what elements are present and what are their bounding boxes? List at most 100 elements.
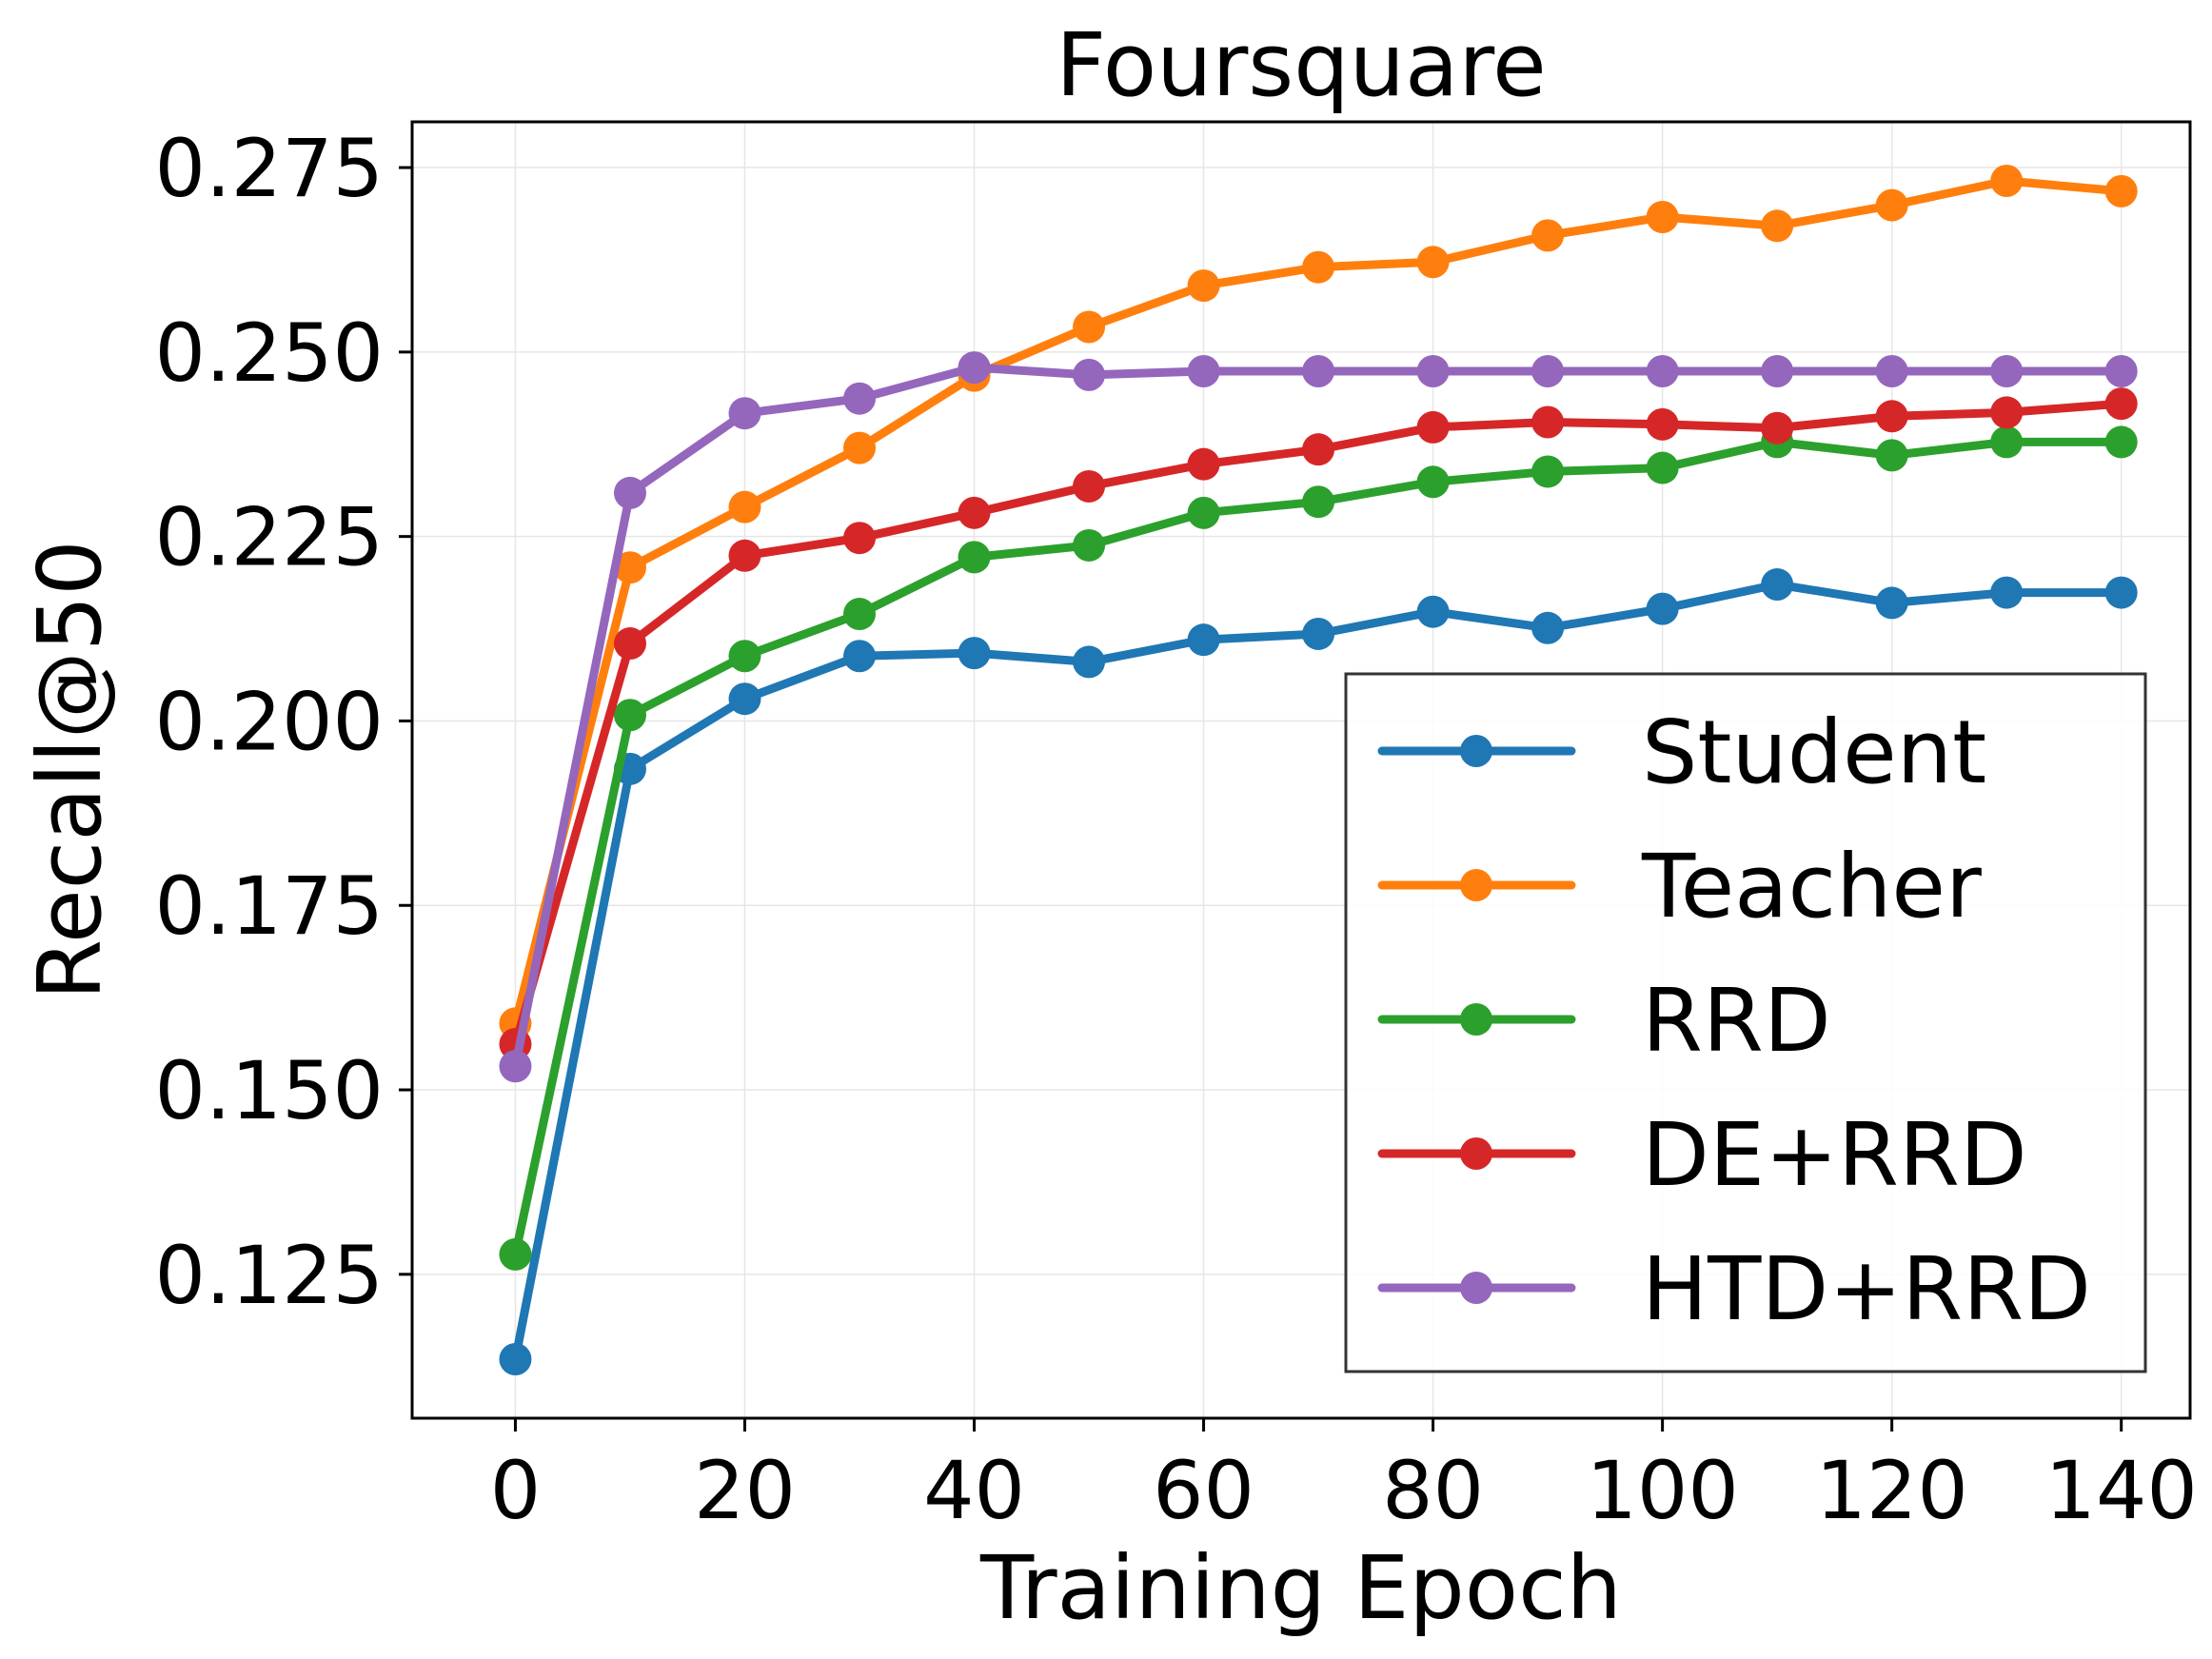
data-point-rrd <box>728 640 761 673</box>
legend-item: Teacher <box>1377 836 1982 938</box>
data-point-student <box>2104 576 2138 609</box>
data-point-htd-rrd <box>728 397 761 430</box>
data-point-rrd <box>1073 528 1106 562</box>
data-point-student <box>499 1342 532 1375</box>
data-point-de-rrd <box>1875 400 1908 433</box>
data-point-student <box>1646 592 1679 625</box>
data-point-student <box>1187 623 1220 657</box>
y-tick-label: 0.250 <box>155 306 384 400</box>
x-tick-label: 20 <box>694 1444 796 1537</box>
series-student <box>499 568 2138 1375</box>
chart-title: Foursquare <box>1056 14 1546 116</box>
legend-item: RRD <box>1377 970 1831 1072</box>
series-group <box>499 165 2138 1375</box>
data-point-htd-rrd <box>1416 355 1450 388</box>
data-point-student <box>1073 645 1106 679</box>
legend-marker <box>1460 869 1492 901</box>
data-point-rrd <box>1416 465 1450 499</box>
data-point-rrd <box>1302 485 1335 519</box>
series-rrd <box>499 425 2138 1271</box>
x-tick-label: 120 <box>1815 1444 1967 1537</box>
legend-item: Student <box>1377 701 1986 803</box>
data-point-de-rrd <box>843 522 877 555</box>
legend-label: RRD <box>1642 970 1831 1072</box>
data-point-student <box>1302 617 1335 650</box>
data-point-htd-rrd <box>1531 355 1565 388</box>
x-axis-label: Training Epoch <box>979 1537 1622 1639</box>
data-point-student <box>1761 568 1794 602</box>
data-point-de-rrd <box>1302 433 1335 466</box>
data-point-student <box>1531 611 1565 644</box>
data-point-htd-rrd <box>499 1050 532 1083</box>
legend-item: HTD+RRD <box>1377 1238 2091 1340</box>
legend-marker <box>1460 735 1492 767</box>
plot-frame <box>410 120 2192 1420</box>
data-point-student <box>843 640 877 673</box>
data-point-teacher <box>613 551 646 584</box>
data-point-teacher <box>1416 246 1450 279</box>
data-point-htd-rrd <box>1875 355 1908 388</box>
data-point-htd-rrd <box>843 382 877 415</box>
series-teacher <box>499 165 2138 1040</box>
x-tick-label: 0 <box>490 1444 541 1537</box>
data-point-de-rrd <box>1416 410 1450 444</box>
data-point-htd-rrd <box>1761 355 1794 388</box>
data-point-student <box>728 682 761 716</box>
x-tick-label: 80 <box>1382 1444 1484 1537</box>
x-axis: 0 20 40 60 80 100 120 140 <box>490 1418 2198 1537</box>
y-tick-label: 0.225 <box>155 491 384 584</box>
data-point-rrd <box>1646 451 1679 484</box>
data-point-rrd <box>1531 455 1565 488</box>
legend-label: Teacher <box>1641 836 1982 938</box>
data-point-rrd <box>958 541 991 574</box>
data-point-teacher <box>843 431 877 464</box>
x-tick-label: 40 <box>923 1444 1025 1537</box>
data-point-htd-rrd <box>2104 355 2138 388</box>
legend-item: DE+RRD <box>1377 1104 2027 1206</box>
data-point-htd-rrd <box>1646 355 1679 388</box>
data-point-rrd <box>1875 439 1908 472</box>
data-point-teacher <box>1531 219 1565 252</box>
data-point-teacher <box>1761 209 1794 243</box>
series-htd-rrd <box>499 351 2138 1083</box>
data-point-teacher <box>1073 310 1106 344</box>
data-point-de-rrd <box>1761 411 1794 444</box>
data-point-de-rrd <box>613 627 646 661</box>
legend-marker <box>1460 1272 1492 1304</box>
data-point-de-rrd <box>1187 447 1220 481</box>
data-point-teacher <box>1875 188 1908 222</box>
y-axis: 0.125 0.150 0.175 0.200 0.225 0.250 0.275 <box>155 122 412 1322</box>
legend-label: HTD+RRD <box>1642 1238 2091 1340</box>
data-point-rrd <box>2104 425 2138 459</box>
legend-label: Student <box>1642 701 1986 803</box>
data-point-htd-rrd <box>958 351 991 385</box>
data-point-rrd <box>613 699 646 732</box>
data-point-de-rrd <box>958 496 991 529</box>
data-point-teacher <box>1990 165 2024 198</box>
data-point-rrd <box>499 1237 532 1271</box>
legend-label: DE+RRD <box>1642 1104 2027 1206</box>
data-point-rrd <box>1990 425 2024 459</box>
data-point-de-rrd <box>1073 469 1106 503</box>
x-tick-label: 100 <box>1586 1444 1738 1537</box>
data-point-teacher <box>728 490 761 523</box>
y-tick-label: 0.275 <box>155 122 384 215</box>
data-point-student <box>1875 586 1908 620</box>
data-point-htd-rrd <box>613 476 646 509</box>
data-point-de-rrd <box>1646 407 1679 441</box>
data-point-de-rrd <box>728 539 761 572</box>
x-tick-label: 140 <box>2045 1444 2198 1537</box>
data-point-rrd <box>1187 496 1220 529</box>
data-point-student <box>1416 595 1450 628</box>
data-point-teacher <box>1302 250 1335 284</box>
y-axis-label: Recall@50 <box>19 540 121 1000</box>
y-tick-label: 0.125 <box>155 1229 384 1322</box>
data-point-htd-rrd <box>1187 355 1220 388</box>
data-point-htd-rrd <box>1990 355 2024 388</box>
legend-marker <box>1460 1003 1492 1036</box>
data-point-student <box>1990 576 2024 609</box>
legend: Student Teacher RRD DE+RRD HTD+RRD <box>1344 672 2147 1373</box>
data-point-de-rrd <box>1531 405 1565 439</box>
y-tick-label: 0.150 <box>155 1044 384 1137</box>
